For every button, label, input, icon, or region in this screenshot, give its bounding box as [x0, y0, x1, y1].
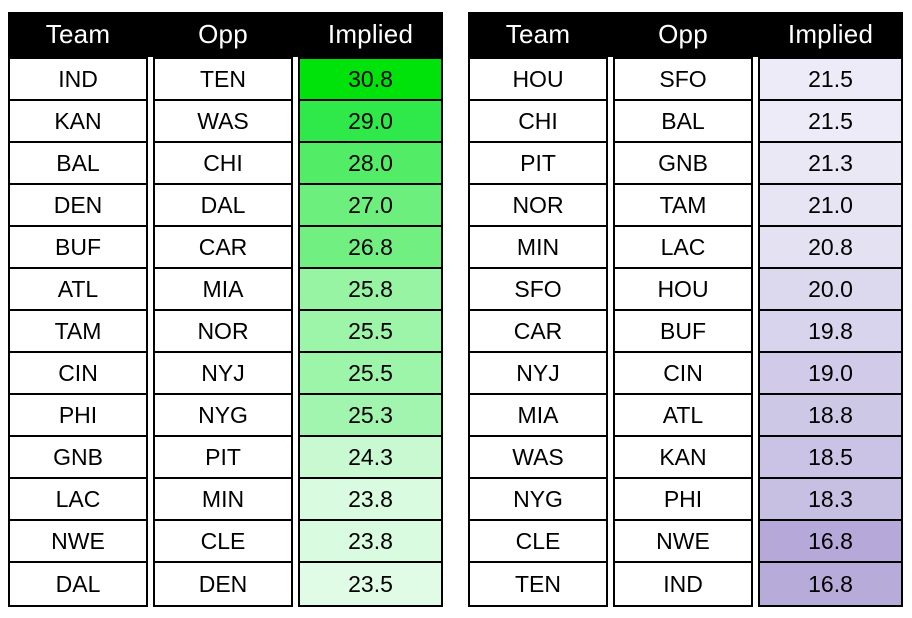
team-cell: IND: [10, 59, 146, 101]
implied-cell: 25.8: [300, 269, 441, 311]
implied-column: 30.8 29.0 28.0 27.0 26.8 25.8 25.5 25.5 25.3 24.3…: [298, 57, 443, 607]
team-cell: SFO: [470, 269, 606, 311]
implied-totals-table-low: Team Opp Implied HOU CHI PIT NOR MIN SFO CAR NY…: [468, 12, 903, 607]
header-team: Team: [45, 19, 111, 49]
opp-cell: WAS: [155, 101, 291, 143]
opp-cell: ATL: [615, 395, 751, 437]
implied-cell: 25.3: [300, 395, 441, 437]
implied-cell: 23.8: [300, 521, 441, 563]
implied-cell: 25.5: [300, 311, 441, 353]
team-cell: NWE: [10, 521, 146, 563]
team-cell: TEN: [470, 563, 606, 605]
table-body: HOU CHI PIT NOR MIN SFO CAR NYJ MIA WAS NYG CLE TEN …: [468, 57, 903, 607]
implied-cell: 23.8: [300, 479, 441, 521]
team-cell: CAR: [470, 311, 606, 353]
team-cell: WAS: [470, 437, 606, 479]
implied-cell: 16.8: [760, 563, 901, 605]
team-cell: DAL: [10, 563, 146, 605]
team-cell: KAN: [10, 101, 146, 143]
table-header-row: Team Opp Implied: [468, 12, 903, 57]
opp-cell: BUF: [615, 311, 751, 353]
opp-cell: CAR: [155, 227, 291, 269]
team-cell: NYJ: [470, 353, 606, 395]
team-cell: ATL: [10, 269, 146, 311]
opp-column: SFO BAL GNB TAM LAC HOU BUF CIN ATL KAN PHI NWE IND: [613, 57, 753, 607]
implied-cell: 27.0: [300, 185, 441, 227]
team-cell: PHI: [10, 395, 146, 437]
implied-cell: 30.8: [300, 59, 441, 101]
implied-cell: 21.5: [760, 101, 901, 143]
implied-column: 21.5 21.5 21.3 21.0 20.8 20.0 19.8 19.0 18.8 18.5…: [758, 57, 903, 607]
team-cell: CLE: [470, 521, 606, 563]
team-cell: MIN: [470, 227, 606, 269]
opp-cell: BAL: [615, 101, 751, 143]
implied-cell: 19.8: [760, 311, 901, 353]
implied-cell: 18.8: [760, 395, 901, 437]
team-cell: MIA: [470, 395, 606, 437]
opp-cell: DAL: [155, 185, 291, 227]
team-cell: HOU: [470, 59, 606, 101]
team-cell: NOR: [470, 185, 606, 227]
opp-cell: PIT: [155, 437, 291, 479]
team-cell: NYG: [470, 479, 606, 521]
header-opp: Opp: [658, 19, 708, 49]
opp-cell: MIN: [155, 479, 291, 521]
opp-cell: KAN: [615, 437, 751, 479]
table-header-row: Team Opp Implied: [8, 12, 443, 57]
opp-cell: NYJ: [155, 353, 291, 395]
implied-cell: 21.0: [760, 185, 901, 227]
implied-cell: 20.0: [760, 269, 901, 311]
team-cell: DEN: [10, 185, 146, 227]
opp-cell: PHI: [615, 479, 751, 521]
opp-cell: CHI: [155, 143, 291, 185]
team-cell: TAM: [10, 311, 146, 353]
team-cell: LAC: [10, 479, 146, 521]
opp-cell: CLE: [155, 521, 291, 563]
opp-cell: IND: [615, 563, 751, 605]
implied-cell: 18.5: [760, 437, 901, 479]
implied-cell: 29.0: [300, 101, 441, 143]
opp-cell: CIN: [615, 353, 751, 395]
opp-cell: LAC: [615, 227, 751, 269]
team-cell: BUF: [10, 227, 146, 269]
team-cell: BAL: [10, 143, 146, 185]
opp-cell: MIA: [155, 269, 291, 311]
team-cell: CHI: [470, 101, 606, 143]
implied-cell: 21.5: [760, 59, 901, 101]
implied-cell: 21.3: [760, 143, 901, 185]
implied-cell: 24.3: [300, 437, 441, 479]
opp-cell: NOR: [155, 311, 291, 353]
header-team: Team: [505, 19, 571, 49]
implied-cell: 19.0: [760, 353, 901, 395]
opp-column: TEN WAS CHI DAL CAR MIA NOR NYJ NYG PIT MIN CLE DEN: [153, 57, 293, 607]
opp-cell: NWE: [615, 521, 751, 563]
team-column: IND KAN BAL DEN BUF ATL TAM CIN PHI GNB LAC NWE DAL: [8, 57, 148, 607]
implied-cell: 18.3: [760, 479, 901, 521]
implied-cell: 25.5: [300, 353, 441, 395]
team-cell: CIN: [10, 353, 146, 395]
implied-cell: 16.8: [760, 521, 901, 563]
team-cell: PIT: [470, 143, 606, 185]
header-implied: Implied: [787, 19, 874, 49]
header-implied: Implied: [327, 19, 414, 49]
opp-cell: GNB: [615, 143, 751, 185]
opp-cell: NYG: [155, 395, 291, 437]
implied-cell: 26.8: [300, 227, 441, 269]
implied-totals-table-high: Team Opp Implied IND KAN BAL DEN BUF ATL TAM CI…: [8, 12, 443, 607]
opp-cell: HOU: [615, 269, 751, 311]
opp-cell: TAM: [615, 185, 751, 227]
team-column: HOU CHI PIT NOR MIN SFO CAR NYJ MIA WAS NYG CLE TEN: [468, 57, 608, 607]
implied-cell: 28.0: [300, 143, 441, 185]
implied-cell: 20.8: [760, 227, 901, 269]
header-opp: Opp: [198, 19, 248, 49]
opp-cell: DEN: [155, 563, 291, 605]
opp-cell: SFO: [615, 59, 751, 101]
implied-cell: 23.5: [300, 563, 441, 605]
team-cell: GNB: [10, 437, 146, 479]
table-body: IND KAN BAL DEN BUF ATL TAM CIN PHI GNB LAC NWE DAL …: [8, 57, 443, 607]
opp-cell: TEN: [155, 59, 291, 101]
